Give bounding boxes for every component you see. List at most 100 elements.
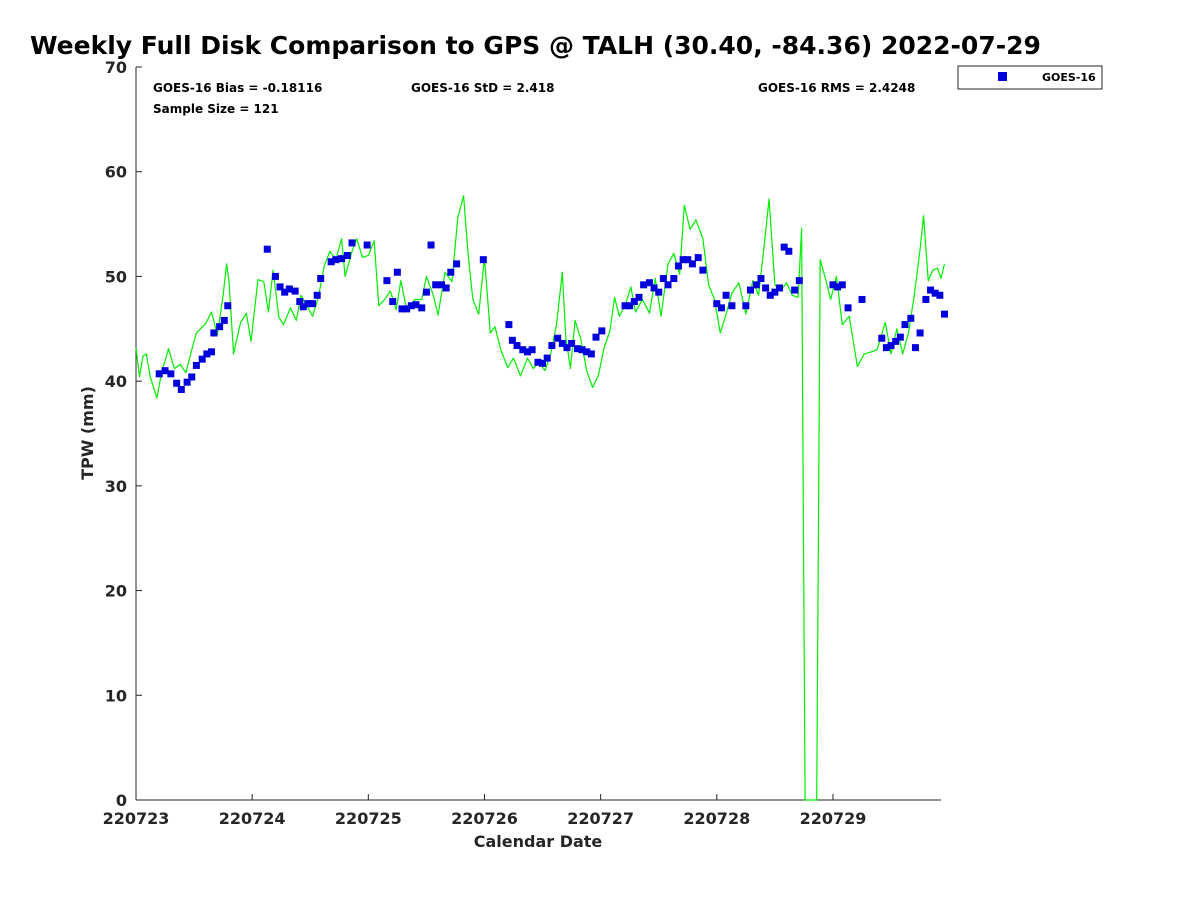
sample-size-stat: Sample Size = 121 bbox=[153, 102, 279, 116]
goes16-data-point bbox=[479, 256, 487, 264]
goes16-data-point bbox=[568, 339, 576, 347]
goes16-data-point bbox=[403, 305, 411, 313]
goes16-data-point bbox=[327, 258, 335, 266]
goes16-data-point bbox=[630, 298, 638, 306]
goes16-data-point bbox=[887, 342, 895, 350]
goes16-data-point bbox=[558, 339, 566, 347]
goes16-data-point bbox=[198, 355, 206, 363]
goes16-data-point bbox=[332, 256, 340, 264]
goes16-data-point bbox=[173, 379, 181, 387]
goes16-data-point bbox=[795, 277, 803, 285]
x-tick-label: 220724 bbox=[219, 809, 286, 828]
legend-marker-goes16 bbox=[998, 72, 1007, 81]
goes16-data-point bbox=[931, 289, 939, 297]
goes16-data-point bbox=[208, 348, 216, 356]
goes16-data-point bbox=[650, 284, 658, 292]
x-tick-label: 220725 bbox=[335, 809, 402, 828]
goes16-data-point bbox=[427, 241, 435, 249]
goes16-data-point bbox=[742, 302, 750, 310]
goes16-data-point bbox=[829, 281, 837, 289]
goes16-data-point bbox=[791, 286, 799, 294]
x-tick-label: 220723 bbox=[103, 809, 170, 828]
goes16-data-point bbox=[717, 304, 725, 312]
y-tick-label: 50 bbox=[105, 267, 127, 286]
goes16-data-point bbox=[285, 285, 293, 293]
goes16-data-point bbox=[583, 348, 591, 356]
y-tick-label: 30 bbox=[105, 477, 127, 496]
goes16-data-point bbox=[177, 386, 185, 394]
goes16-data-point bbox=[892, 337, 900, 345]
goes16-data-point bbox=[907, 314, 915, 322]
goes16-data-point bbox=[659, 275, 667, 283]
goes16-data-point bbox=[453, 260, 461, 268]
goes16-data-point bbox=[844, 304, 852, 312]
goes16-data-point bbox=[513, 342, 521, 350]
goes16-data-point bbox=[291, 287, 299, 295]
chart-title: Weekly Full Disk Comparison to GPS @ TAL… bbox=[30, 31, 1041, 60]
goes16-data-point bbox=[757, 275, 765, 283]
goes16-data-point bbox=[348, 239, 356, 247]
goes16-data-point bbox=[674, 262, 682, 270]
y-tick-label: 70 bbox=[105, 58, 127, 77]
goes16-data-point bbox=[442, 284, 450, 292]
goes16-data-point bbox=[563, 344, 571, 352]
goes16-data-point bbox=[543, 354, 551, 362]
x-tick-label: 220727 bbox=[567, 809, 634, 828]
legend-box bbox=[957, 65, 1103, 90]
goes16-data-point bbox=[785, 247, 793, 255]
goes16-data-point bbox=[573, 345, 581, 353]
goes16-data-point bbox=[393, 268, 401, 276]
goes16-data-point bbox=[746, 286, 754, 294]
x-ticks: 220723 220724 220725 220726 220727 220728 2207… bbox=[103, 794, 866, 828]
plot-area bbox=[135, 67, 941, 801]
goes16-data-point bbox=[271, 272, 279, 280]
goes16-data-point bbox=[640, 281, 648, 289]
goes16-data-point bbox=[722, 291, 730, 299]
goes16-data-point bbox=[422, 288, 430, 296]
goes16-data-point bbox=[878, 334, 886, 342]
goes16-data-point bbox=[882, 344, 890, 352]
goes16-data-point bbox=[519, 346, 527, 354]
goes16-data-point bbox=[554, 334, 562, 342]
goes16-data-point bbox=[762, 284, 770, 292]
goes16-data-point bbox=[592, 333, 600, 341]
goes16-data-point bbox=[838, 281, 846, 289]
goes16-data-point bbox=[780, 243, 788, 251]
x-tick-label: 220726 bbox=[451, 809, 518, 828]
goes16-data-point bbox=[508, 336, 516, 344]
y-ticks: 0 10 20 30 40 50 60 70 bbox=[105, 58, 142, 810]
goes16-data-point bbox=[224, 302, 232, 310]
goes16-data-point bbox=[216, 323, 224, 331]
legend: GOES-16 bbox=[957, 65, 1103, 90]
goes16-data-point bbox=[192, 361, 200, 369]
goes16-data-point bbox=[713, 300, 721, 308]
goes16-data-point bbox=[911, 344, 919, 352]
goes16-data-point bbox=[203, 350, 211, 358]
goes16-data-point bbox=[188, 373, 196, 381]
goes16-data-point bbox=[296, 298, 304, 306]
goes16-data-point bbox=[338, 255, 346, 263]
goes16-data-point bbox=[220, 316, 228, 324]
goes16-data-point bbox=[343, 251, 351, 259]
goes16-data-point bbox=[940, 310, 948, 318]
goes16-data-point bbox=[834, 283, 842, 291]
goes16-data-point bbox=[383, 277, 391, 285]
goes16-data-point bbox=[183, 378, 191, 386]
goes16-data-point bbox=[313, 291, 321, 299]
y-tick-label: 20 bbox=[105, 582, 127, 601]
goes16-data-point bbox=[621, 302, 629, 310]
goes16-data-point bbox=[684, 256, 692, 264]
goes16-data-point bbox=[155, 370, 163, 378]
goes16-data-point bbox=[901, 321, 909, 329]
goes16-data-point bbox=[664, 281, 672, 289]
goes16-data-point bbox=[766, 291, 774, 299]
goes16-data-point bbox=[317, 275, 325, 283]
goes16-data-point bbox=[505, 321, 513, 329]
goes16-data-point bbox=[655, 288, 663, 296]
goes16-data-point bbox=[398, 305, 406, 313]
goes16-data-point bbox=[670, 275, 678, 283]
goes16-data-point bbox=[304, 300, 312, 308]
y-tick-label: 60 bbox=[105, 163, 127, 182]
goes16-data-point bbox=[210, 329, 218, 337]
